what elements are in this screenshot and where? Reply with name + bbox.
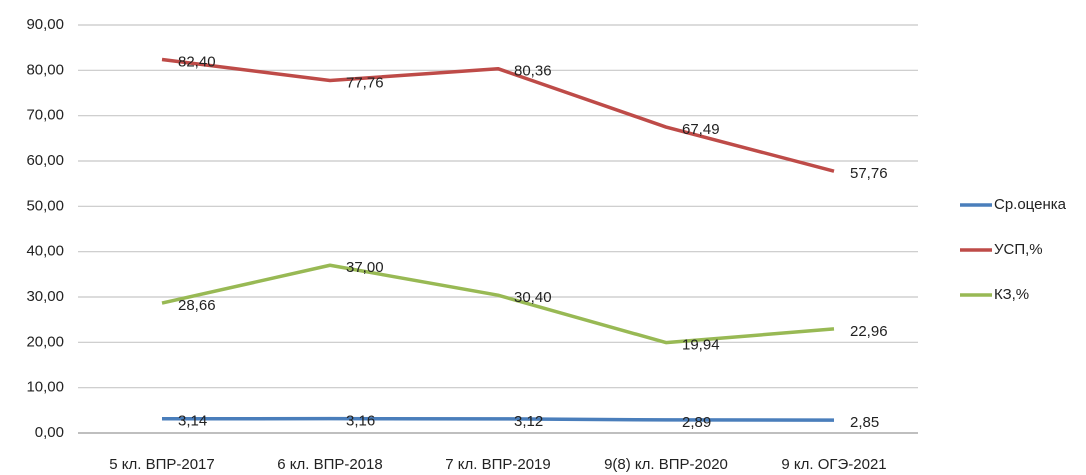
series-line [161,57,835,173]
data-label: 3,12 [514,413,543,430]
data-label: 2,89 [682,414,711,431]
y-tick-label: 90,00 [26,16,64,33]
y-tick-label: 0,00 [35,424,64,441]
y-tick-label: 10,00 [26,379,64,396]
legend-label: КЗ,% [994,286,1029,303]
data-label: 57,76 [850,165,888,182]
data-label: 77,76 [346,74,384,91]
data-label: 67,49 [682,121,720,138]
data-label: 82,40 [178,53,216,70]
data-label: 28,66 [178,297,216,314]
series-line [161,416,835,422]
x-tick-label: 9 кл. ОГЭ-2021 [781,456,886,473]
data-label: 37,00 [346,259,384,276]
data-label: 19,94 [682,337,720,354]
y-tick-label: 20,00 [26,333,64,350]
y-tick-label: 60,00 [26,152,64,169]
legend-label: Ср.оценка [994,196,1067,213]
y-tick-label: 70,00 [26,107,64,124]
y-tick-label: 80,00 [26,61,64,78]
x-tick-label: 9(8) кл. ВПР-2020 [604,456,728,473]
data-label: 30,40 [514,289,552,306]
x-tick-label: 5 кл. ВПР-2017 [109,456,214,473]
series-line [161,263,835,345]
y-tick-label: 30,00 [26,288,64,305]
x-tick-label: 6 кл. ВПР-2018 [277,456,382,473]
data-label: 3,16 [346,413,375,430]
legend-label: УСП,% [994,241,1043,258]
y-tick-label: 40,00 [26,243,64,260]
data-label: 2,85 [850,414,879,431]
data-label: 80,36 [514,63,552,80]
y-tick-label: 50,00 [26,197,64,214]
data-label: 22,96 [850,323,888,340]
x-tick-label: 7 кл. ВПР-2019 [445,456,550,473]
data-label: 3,14 [178,413,207,430]
